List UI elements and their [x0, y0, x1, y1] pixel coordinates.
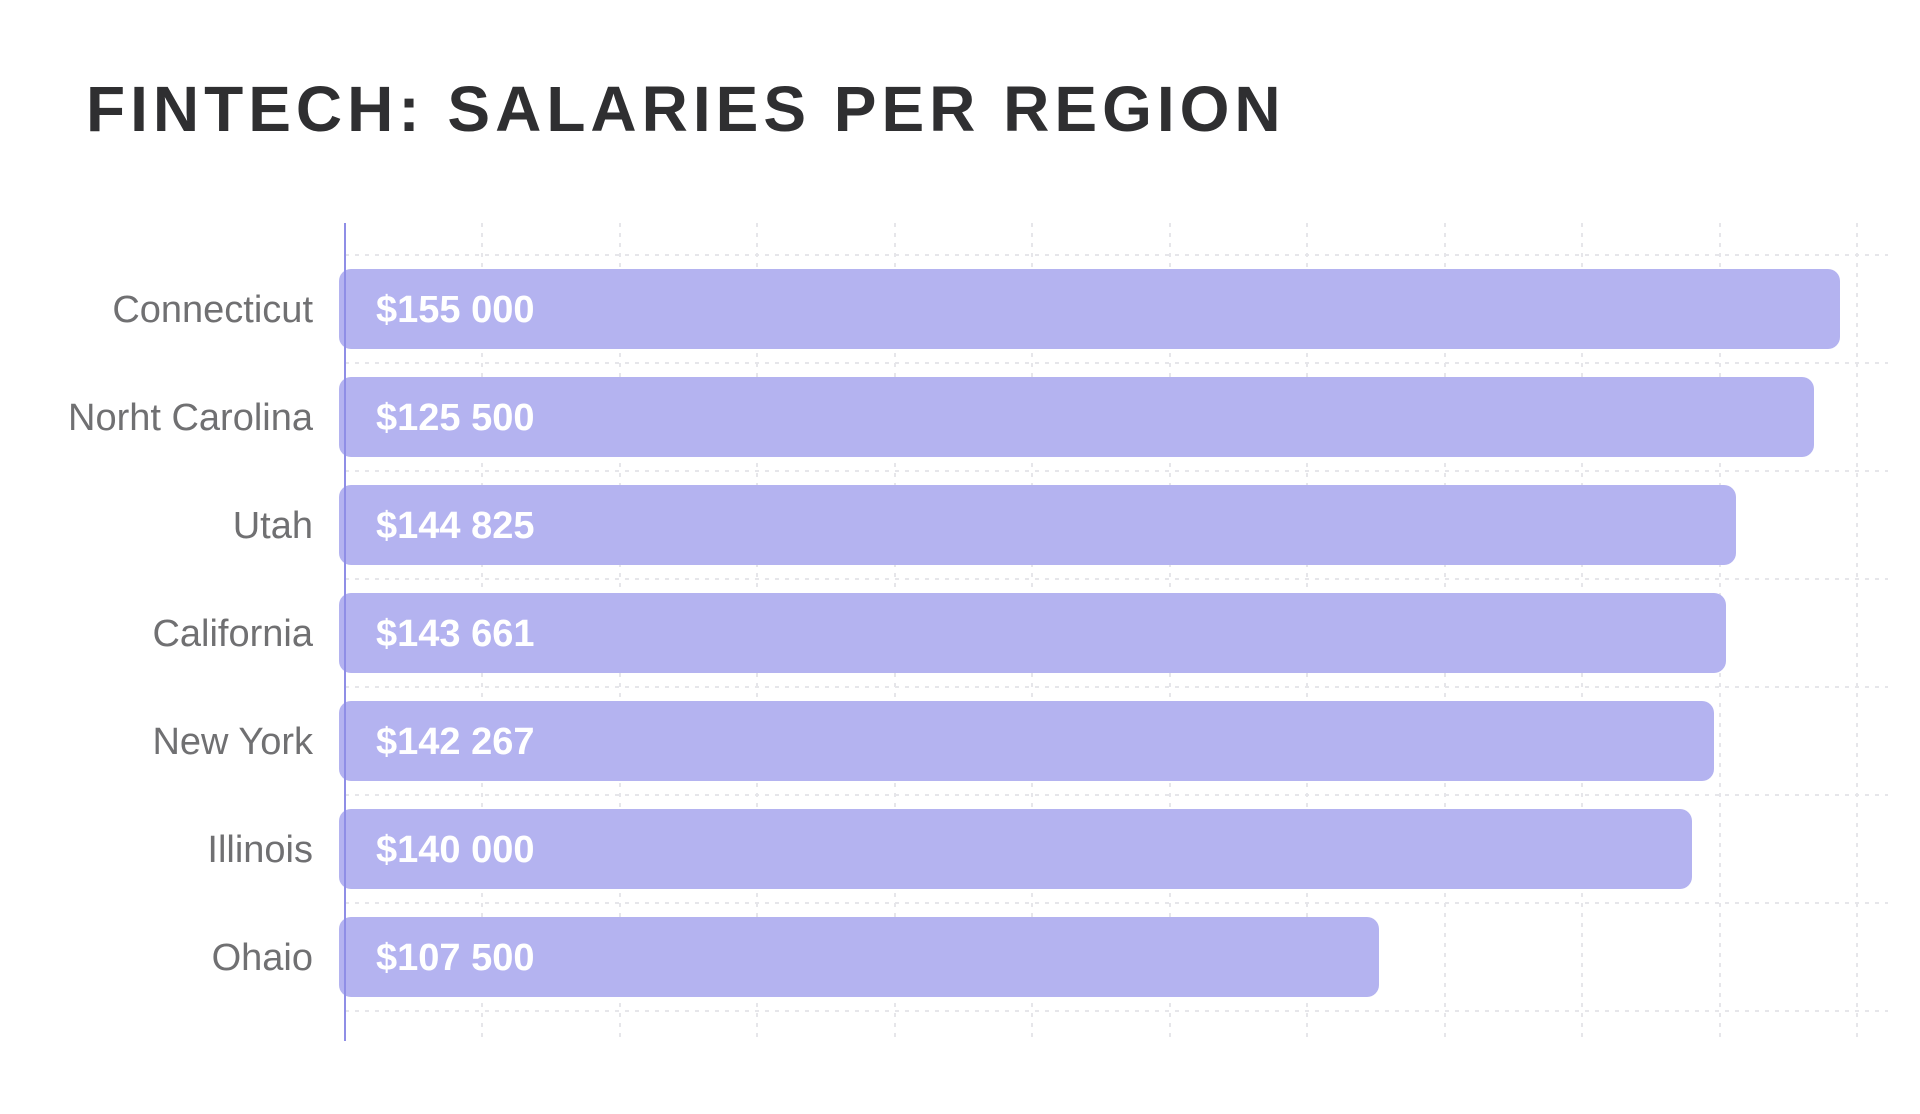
bars: $155 000 Connecticut $125 500 Norht Carolin…	[68, 269, 1840, 997]
category-label: Illinois	[207, 829, 313, 871]
category-label: Connecticut	[112, 289, 313, 331]
bar	[339, 269, 1840, 349]
bar	[339, 809, 1692, 889]
bar	[339, 485, 1736, 565]
category-label: New York	[152, 721, 314, 763]
grid-lines	[345, 223, 1888, 1037]
bar-value-label: $155 000	[376, 289, 535, 331]
category-label: California	[152, 613, 313, 655]
bar	[339, 917, 1379, 997]
category-label: Utah	[233, 505, 313, 547]
category-label: Ohaio	[212, 937, 313, 979]
bar	[339, 593, 1726, 673]
bar-value-label: $144 825	[376, 505, 535, 547]
bar-value-label: $142 267	[376, 721, 535, 763]
bar	[339, 377, 1814, 457]
bar-value-label: $107 500	[376, 937, 535, 979]
chart-title: FINTECH: SALARIES PER REGION	[86, 73, 1286, 145]
bar-value-label: $140 000	[376, 829, 535, 871]
bar-value-label: $125 500	[376, 397, 535, 439]
bar-value-label: $143 661	[376, 613, 535, 655]
category-label: Norht Carolina	[68, 397, 314, 439]
bar	[339, 701, 1714, 781]
